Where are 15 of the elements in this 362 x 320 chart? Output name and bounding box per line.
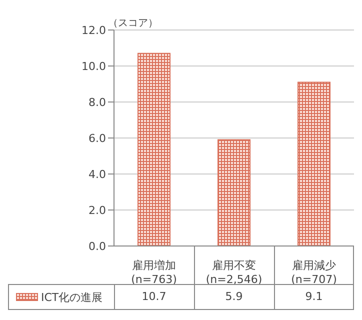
data-label: 10.7 [142,290,166,303]
data-label: 5.9 [225,290,243,303]
bar [138,52,170,246]
data-label: 9.1 [305,290,323,303]
y-tick-label: 4.0 [88,168,106,181]
y-axis-title: （スコア） [108,18,158,29]
legend-label: ICT化の進展 [41,290,103,304]
y-tick-label: 12.0 [82,24,106,37]
bar [218,139,250,246]
y-tick-label: 0.0 [88,240,106,253]
y-tick-label: 8.0 [88,96,106,109]
y-tick-label: 2.0 [88,204,106,217]
bar [298,82,330,246]
y-tick-label: 6.0 [88,132,106,145]
y-tick-label: 10.0 [82,60,106,73]
